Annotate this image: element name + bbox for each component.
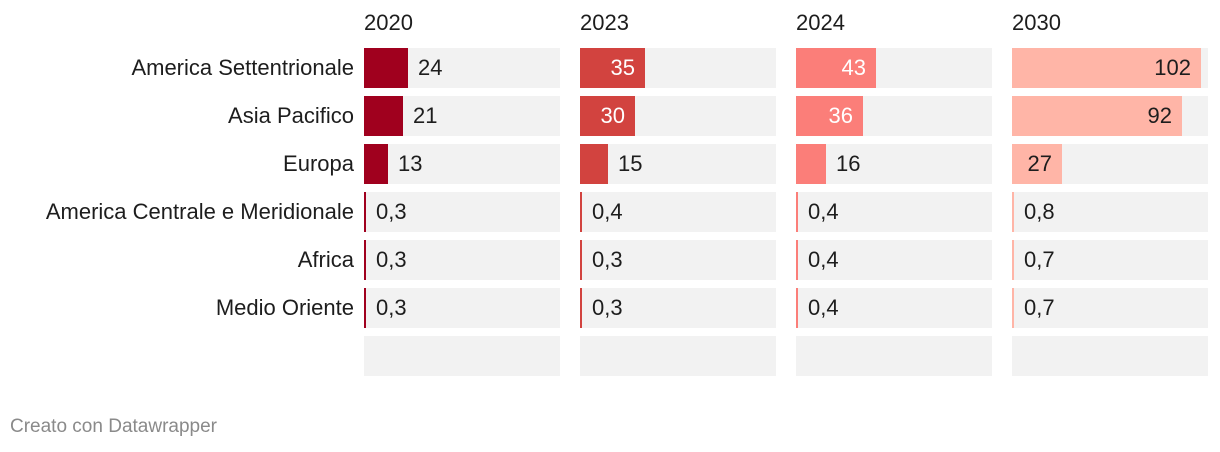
data-label: 0,3 <box>376 295 407 320</box>
bar <box>1012 144 1062 184</box>
row-label: Europa <box>283 151 354 176</box>
bar-track: 0,7 <box>1012 240 1208 280</box>
bar-track: 0,7 <box>1012 288 1208 328</box>
bar-track: 102 <box>1012 48 1208 88</box>
data-label: 0,8 <box>1024 199 1055 224</box>
bar-track: 27 <box>1012 144 1208 184</box>
bar <box>580 240 582 280</box>
bar-track: 36 <box>796 96 992 136</box>
data-label: 16 <box>836 151 861 176</box>
bar-track: 0,3 <box>580 240 776 280</box>
bar <box>580 192 582 232</box>
bar-track: 0,4 <box>796 240 992 280</box>
bar-track <box>580 336 776 376</box>
data-label: 0,3 <box>592 247 623 272</box>
bar <box>580 288 582 328</box>
data-label: 102 <box>1154 55 1191 80</box>
column-header: 2020 <box>364 10 413 35</box>
data-label: 15 <box>618 151 643 176</box>
bar-track: 15 <box>580 144 776 184</box>
row-label: Medio Oriente <box>215 295 354 320</box>
bar-track <box>796 336 992 376</box>
column-header: 2024 <box>796 10 845 35</box>
data-label: 21 <box>413 103 438 128</box>
bar-track: 0,8 <box>1012 192 1208 232</box>
chart: America Settentrionale Asia Pacifico Europ… <box>45 10 1208 376</box>
data-label: 30 <box>600 103 625 128</box>
data-label: 0,7 <box>1024 295 1055 320</box>
bar <box>1012 96 1182 136</box>
bar-track: 21 <box>364 96 560 136</box>
bar-track: 0,4 <box>796 288 992 328</box>
data-label: 0,4 <box>808 199 839 224</box>
data-label: 24 <box>418 55 443 80</box>
bar <box>364 48 408 88</box>
bar <box>796 240 798 280</box>
bar-track: 0,4 <box>796 192 992 232</box>
bar <box>796 144 826 184</box>
bar <box>364 240 366 280</box>
bar-track: 35 <box>580 48 776 88</box>
data-label: 0,3 <box>376 199 407 224</box>
data-label: 0,4 <box>592 199 623 224</box>
bar <box>364 192 366 232</box>
bar-track: 0,3 <box>580 288 776 328</box>
bar-track: 0,3 <box>364 288 560 328</box>
bar <box>364 288 366 328</box>
bar <box>364 144 388 184</box>
bar <box>1012 48 1201 88</box>
data-label: 27 <box>1027 151 1052 176</box>
data-label: 35 <box>610 55 635 80</box>
bar-track: 24 <box>364 48 560 88</box>
column-header: 2030 <box>1012 10 1061 35</box>
bar-track <box>364 336 560 376</box>
data-label: 0,3 <box>592 295 623 320</box>
data-label: 0,4 <box>808 295 839 320</box>
bar <box>580 48 645 88</box>
bar <box>580 144 608 184</box>
bar <box>580 96 635 136</box>
bar-track: 0,3 <box>364 240 560 280</box>
bar <box>796 288 798 328</box>
bar-track <box>1012 336 1208 376</box>
bar-track: 0,4 <box>580 192 776 232</box>
bar-track: 92 <box>1012 96 1208 136</box>
row-label: America Settentrionale <box>131 55 354 80</box>
row-label: America Centrale e Meridionale <box>45 199 354 224</box>
data-label: 0,4 <box>808 247 839 272</box>
bar <box>796 96 863 136</box>
bar-track: 43 <box>796 48 992 88</box>
data-label: 43 <box>841 55 866 80</box>
bar <box>796 48 876 88</box>
bar <box>364 96 403 136</box>
data-label: 13 <box>398 151 423 176</box>
column-header: 2023 <box>580 10 629 35</box>
bar-track: 16 <box>796 144 992 184</box>
bar <box>796 192 798 232</box>
data-label: 0,7 <box>1024 247 1055 272</box>
bar <box>1012 288 1014 328</box>
bar-track: 0,3 <box>364 192 560 232</box>
data-label: 0,3 <box>376 247 407 272</box>
data-label: 36 <box>828 103 853 128</box>
data-label: 92 <box>1147 103 1172 128</box>
bar <box>1012 192 1014 232</box>
bar <box>1012 240 1014 280</box>
footer-credit: Creato con Datawrapper <box>10 416 217 437</box>
row-label: Africa <box>297 247 354 272</box>
bar-track: 13 <box>364 144 560 184</box>
bar-track: 30 <box>580 96 776 136</box>
row-label: Asia Pacifico <box>228 103 354 128</box>
